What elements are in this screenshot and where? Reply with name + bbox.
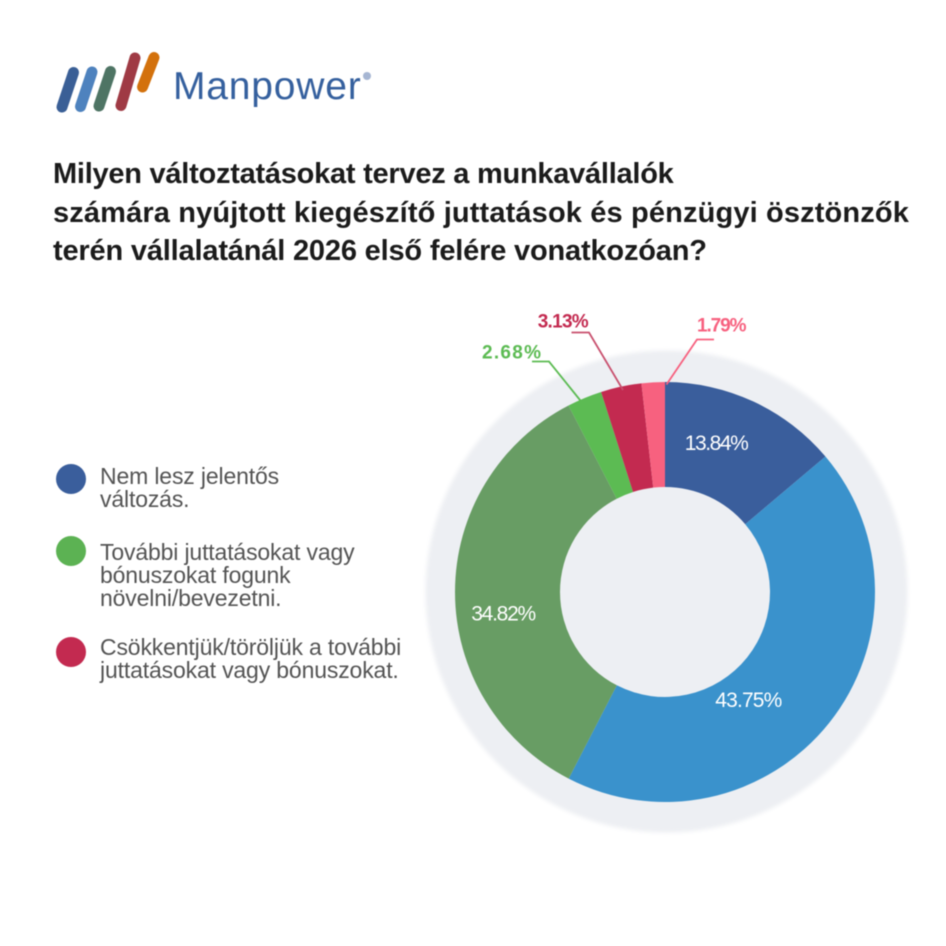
svg-text:3.13%: 3.13%: [538, 312, 589, 333]
svg-text:2.68%: 2.68%: [482, 342, 541, 363]
svg-text:13.84%: 13.84%: [685, 432, 749, 455]
svg-text:43.75%: 43.75%: [715, 689, 782, 712]
svg-text:1.79%: 1.79%: [697, 316, 747, 337]
svg-text:34.82%: 34.82%: [471, 603, 536, 626]
